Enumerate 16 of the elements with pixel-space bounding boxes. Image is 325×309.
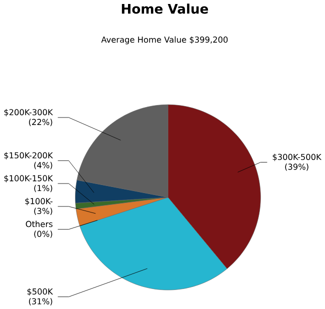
text: (0%) (34, 230, 52, 238)
chart-subtitle: Average Home Value $399,200 (101, 36, 228, 44)
slice-label: $300K-500K (272, 154, 322, 162)
data-label: (3%) (34, 208, 52, 215)
slice-label: $200K-300K (4, 108, 54, 116)
chart-title: Home Value (122, 4, 208, 14)
legend-label: Others (26, 220, 52, 228)
slice-label: $100K- (25, 198, 52, 206)
slice-label: $150K-200K (4, 152, 54, 160)
data-label: (39%) (285, 164, 308, 171)
data-label: (22%) (29, 118, 52, 126)
data-label: (31%) (29, 298, 52, 306)
slice-label: $100K-150K (4, 175, 54, 182)
data-label: (4%) (34, 162, 52, 170)
slice-label: $500K (27, 288, 54, 296)
data-label: (1%) (34, 184, 52, 192)
